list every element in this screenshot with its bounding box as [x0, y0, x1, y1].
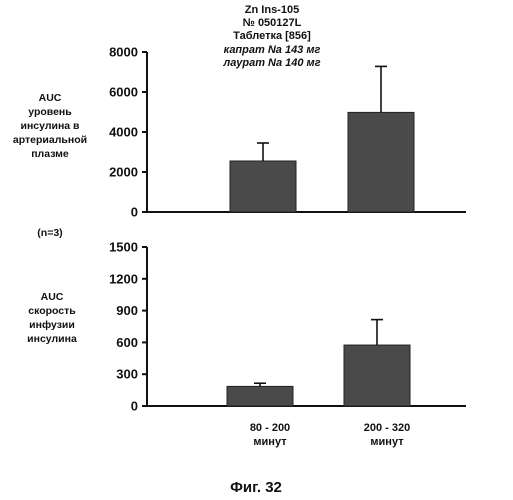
y-tick-label: 2000 — [109, 165, 138, 180]
y-axis-label-line: инсулина в — [20, 120, 80, 132]
x-category-label: 80 - 200 — [250, 422, 290, 434]
y-axis-label-line: AUC — [39, 92, 62, 104]
chart-insulin-infusion: AUC скорость инфузии инсулина 0 300 600 900 120… — [27, 240, 466, 449]
y-tick-label: 6000 — [109, 85, 138, 100]
y-tick-label: 300 — [116, 367, 138, 382]
bars-infusion — [227, 320, 410, 406]
y-axis-label-line: инсулина — [27, 333, 77, 345]
chart-plasma-insulin: AUC уровень инсулина в артериальной плазме 0… — [13, 45, 466, 220]
header-line-5: лаурат Na 140 мг — [222, 57, 320, 69]
x-category-label: минут — [370, 436, 404, 448]
y-axis-label-line: плазме — [31, 148, 69, 160]
y-tick-label: 900 — [116, 303, 138, 318]
header-line-4: капрат Na 143 мг — [224, 44, 321, 56]
y-tick-label: 0 — [131, 399, 138, 414]
header-line-2: № 050127L — [243, 17, 302, 29]
x-category-label: 200 - 320 — [364, 422, 410, 434]
y-axis-label-line: артериальной — [13, 134, 87, 146]
y-tick-label: 4000 — [109, 125, 138, 140]
bar — [230, 161, 296, 212]
figure-caption: Фиг. 32 — [230, 479, 282, 496]
x-axis-categories: 80 - 200 минут 200 - 320 минут — [250, 422, 410, 448]
bars-plasma — [230, 66, 414, 212]
y-axis-label-infusion: AUC скорость инфузии инсулина — [27, 291, 77, 345]
header-line-1: Zn Ins-105 — [245, 4, 299, 16]
bar — [344, 345, 410, 406]
y-axis-label-line: скорость — [28, 305, 76, 317]
y-tick-label: 1500 — [109, 240, 138, 255]
header-line-3: Таблетка [856] — [233, 30, 311, 42]
y-axis-label-line: уровень — [28, 106, 72, 118]
y-tick-label: 8000 — [109, 45, 138, 60]
chart-header: Zn Ins-105 № 050127L Таблетка [856] капр… — [222, 4, 320, 69]
bar — [348, 112, 414, 212]
bar — [227, 386, 293, 406]
y-axis-label-line: инфузии — [29, 319, 75, 331]
y-tick-label: 1200 — [109, 271, 138, 286]
n-label: (n=3) — [37, 227, 62, 239]
y-axis-label-plasma: AUC уровень инсулина в артериальной плазме — [13, 92, 87, 160]
y-tick-label: 0 — [131, 205, 138, 220]
x-category-label: минут — [253, 436, 287, 448]
y-tick-label: 600 — [116, 335, 138, 350]
y-axis-label-line: AUC — [41, 291, 64, 303]
